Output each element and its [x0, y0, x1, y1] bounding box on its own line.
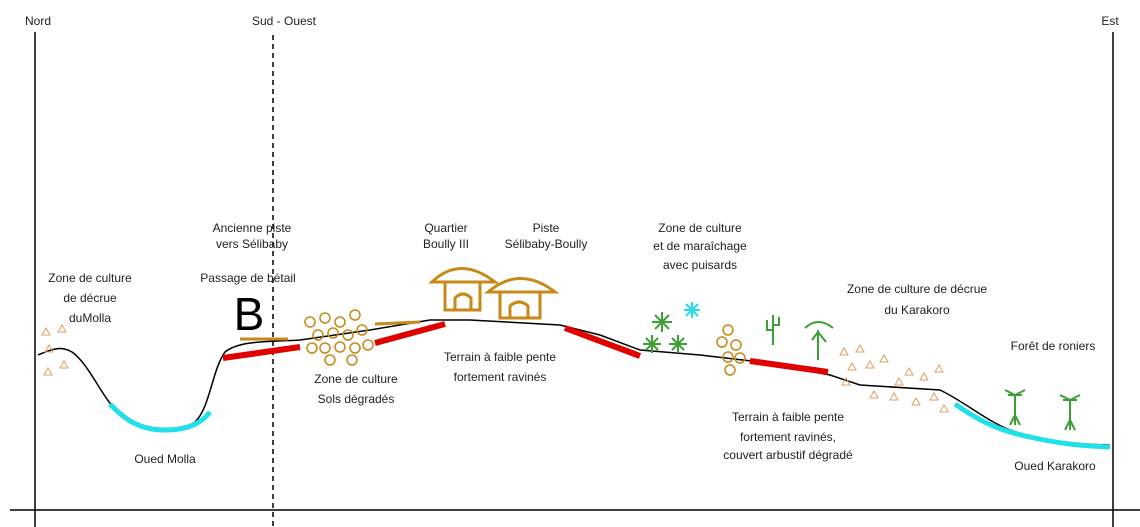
- label: Ancienne piste: [213, 221, 292, 235]
- label: duMolla: [69, 311, 111, 325]
- label: Sélibaby-Boully: [505, 237, 588, 251]
- label: Oued Karakoro: [1014, 459, 1096, 473]
- label: avec puisards: [663, 258, 737, 272]
- label: fortement ravinés: [454, 370, 547, 384]
- label: couvert arbustif dégradé: [723, 448, 853, 462]
- axis-label: Est: [1101, 14, 1119, 28]
- label: vers Sélibaby: [216, 237, 288, 251]
- label: du Karakoro: [884, 303, 950, 317]
- label: Boully III: [423, 237, 469, 251]
- label: Zone de culture de décrue: [847, 282, 987, 296]
- label: Passage de bétail: [200, 271, 295, 285]
- river: [110, 404, 210, 430]
- axis-label: Nord: [25, 14, 51, 28]
- label: Zone de culture: [314, 372, 398, 386]
- huts: [432, 269, 555, 319]
- cross-section: Nord Sud - Ouest Est B Ancienne piste ve…: [0, 0, 1140, 527]
- label: et de maraîchage: [653, 239, 747, 253]
- label: de décrue: [63, 291, 117, 305]
- marker: B: [234, 288, 265, 340]
- terrain-profile: [38, 320, 1110, 445]
- vegetation: [643, 312, 1080, 430]
- axis-label: Sud - Ouest: [252, 14, 317, 28]
- label: Piste: [533, 221, 560, 235]
- label: Forêt de roniers: [1011, 339, 1096, 353]
- label: Zone de culture: [48, 271, 132, 285]
- label: Sols dégradés: [318, 392, 395, 406]
- label: Terrain à faible pente: [444, 350, 556, 364]
- label: Oued Molla: [134, 452, 196, 466]
- well: [684, 302, 700, 318]
- label: Terrain à faible pente: [732, 410, 844, 424]
- label: fortement ravinés,: [740, 430, 836, 444]
- river: [955, 404, 1110, 447]
- label: Zone de culture: [658, 221, 742, 235]
- label: Quartier: [424, 221, 467, 235]
